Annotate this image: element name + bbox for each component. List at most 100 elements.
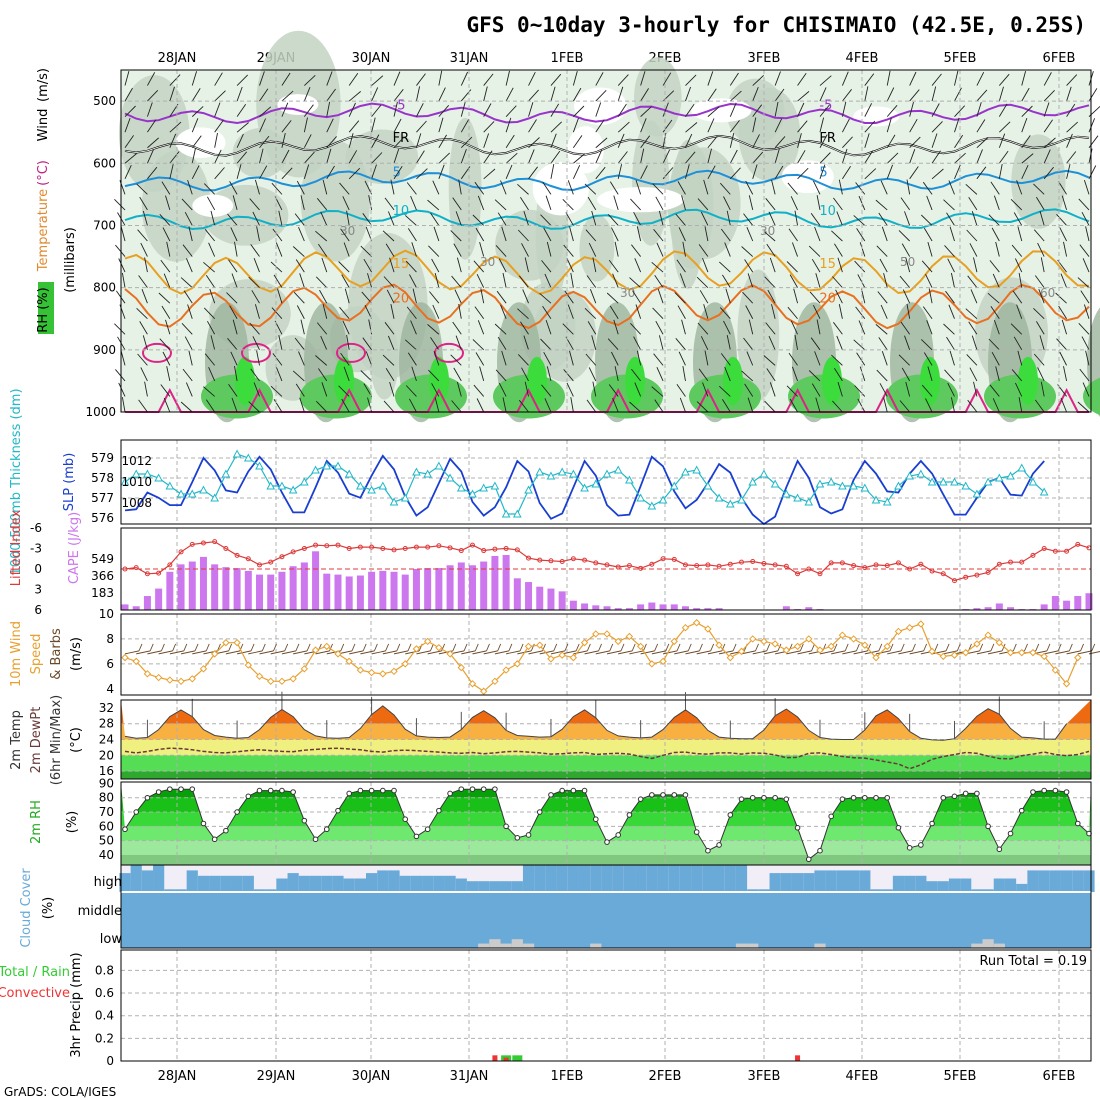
ytick-slp: 1008 bbox=[121, 496, 152, 510]
wind-barb bbox=[831, 354, 843, 366]
lifted-index-marker bbox=[761, 561, 767, 567]
wind-barb bbox=[146, 102, 153, 117]
ylabel-rh: RH (%) bbox=[36, 287, 51, 332]
rh-marker bbox=[189, 786, 196, 792]
wind-barb bbox=[881, 351, 888, 366]
wind-barb bbox=[1039, 210, 1045, 226]
wind-barb bbox=[169, 164, 174, 179]
wind-barb bbox=[836, 211, 843, 226]
wind-barb bbox=[544, 273, 552, 288]
wind-barb bbox=[542, 181, 552, 195]
wind-barb bbox=[608, 384, 619, 397]
rh-marker bbox=[996, 846, 1003, 853]
wind-speed-marker bbox=[670, 637, 678, 646]
wind-barb bbox=[834, 243, 843, 257]
rh-marker bbox=[716, 842, 722, 848]
wind-barb bbox=[662, 102, 669, 117]
wind-barb-10m-flag bbox=[710, 643, 715, 652]
wind-barb bbox=[631, 244, 641, 257]
wind-barb bbox=[632, 290, 642, 304]
lifted-index-marker bbox=[884, 563, 890, 569]
wind-barb bbox=[658, 335, 664, 350]
wind-barb bbox=[371, 134, 380, 148]
wind-barb bbox=[517, 308, 529, 320]
wind-barb bbox=[703, 304, 709, 319]
wind-barb bbox=[546, 366, 552, 382]
wind-speed-marker bbox=[323, 642, 331, 651]
wind-barb bbox=[208, 367, 216, 382]
lifted-index-marker bbox=[671, 556, 677, 562]
cape-bar bbox=[412, 569, 420, 610]
wind-barb bbox=[998, 150, 1009, 164]
wind-barb bbox=[460, 71, 469, 86]
wind-barb bbox=[685, 151, 696, 164]
cloud-high-bar bbox=[444, 875, 456, 892]
lifted-index-marker bbox=[951, 578, 957, 584]
ylabel-2m-temp: 2m Temp bbox=[9, 710, 24, 770]
wind-barb bbox=[746, 351, 754, 366]
wind-barb-10m-flag bbox=[396, 643, 401, 652]
cape-bar bbox=[256, 574, 264, 610]
wind-barb bbox=[277, 288, 283, 304]
wind-barb bbox=[124, 87, 133, 102]
ytick-thickness: 577 bbox=[91, 491, 114, 505]
wind-barb-10m bbox=[629, 650, 644, 655]
wind-barb bbox=[483, 103, 492, 117]
cloud-high-bar bbox=[758, 889, 770, 892]
lifted-index-marker bbox=[324, 543, 330, 549]
rh-marker bbox=[570, 787, 577, 794]
rh-marker bbox=[637, 796, 644, 802]
wind-speed-marker bbox=[849, 635, 858, 643]
wind-barb-10m-flag bbox=[217, 643, 221, 652]
wind-barb bbox=[191, 135, 202, 148]
wind-barb-10m-flag bbox=[855, 643, 860, 652]
wind-barb bbox=[231, 273, 238, 288]
wind-barb bbox=[609, 305, 619, 319]
rh-marker bbox=[144, 794, 151, 801]
wind-barb bbox=[900, 321, 911, 335]
wind-barb bbox=[411, 242, 417, 257]
wind-barb bbox=[348, 102, 356, 117]
wind-barb-10m bbox=[651, 650, 666, 655]
thickness-marker bbox=[1039, 487, 1049, 496]
cloud-high-bar bbox=[825, 870, 837, 892]
wind-barb-10m bbox=[931, 650, 947, 655]
wind-speed-marker bbox=[210, 650, 219, 658]
wind-barb bbox=[270, 385, 283, 397]
wind-barb bbox=[544, 398, 552, 413]
wind-barb-10m-flag bbox=[665, 643, 670, 652]
wind-barb bbox=[550, 164, 555, 179]
wind-barb bbox=[416, 168, 428, 180]
cloud-low-bar bbox=[747, 943, 759, 948]
cloud-high-bar bbox=[960, 878, 972, 892]
wind-barb bbox=[523, 335, 529, 350]
lifted-index-marker bbox=[918, 561, 924, 567]
wind-barb bbox=[700, 211, 709, 226]
cloud-high-bar bbox=[478, 881, 490, 892]
wind-barb bbox=[411, 366, 417, 382]
wind-barb bbox=[1018, 397, 1023, 413]
lifted-index-marker bbox=[212, 539, 218, 545]
wind-barb-10m-flag bbox=[586, 643, 591, 652]
wind-barb bbox=[1066, 103, 1076, 117]
cloud-high-bar bbox=[668, 865, 680, 892]
wind-barb bbox=[752, 117, 757, 133]
wind-barb bbox=[752, 164, 758, 179]
wind-barb bbox=[864, 73, 875, 86]
wind-barb bbox=[718, 385, 731, 397]
wind-barb bbox=[162, 227, 171, 242]
wind-barb bbox=[318, 243, 328, 257]
wind-barb bbox=[416, 150, 425, 164]
wind-barb bbox=[1079, 368, 1090, 382]
wind-speed-marker bbox=[446, 650, 454, 658]
wind-barb bbox=[976, 89, 988, 102]
date-label-bottom: 4FEB bbox=[846, 1069, 879, 1084]
wind-barb bbox=[585, 229, 597, 242]
cloud-high-bar bbox=[601, 865, 613, 892]
isotherm-label: 10 bbox=[393, 204, 410, 219]
ylabel-barbs: & Barbs bbox=[49, 628, 64, 680]
wind-barb bbox=[498, 258, 507, 273]
wind-barb bbox=[295, 259, 305, 273]
wind-barb-10m bbox=[427, 650, 442, 655]
wind-barb bbox=[902, 289, 911, 304]
